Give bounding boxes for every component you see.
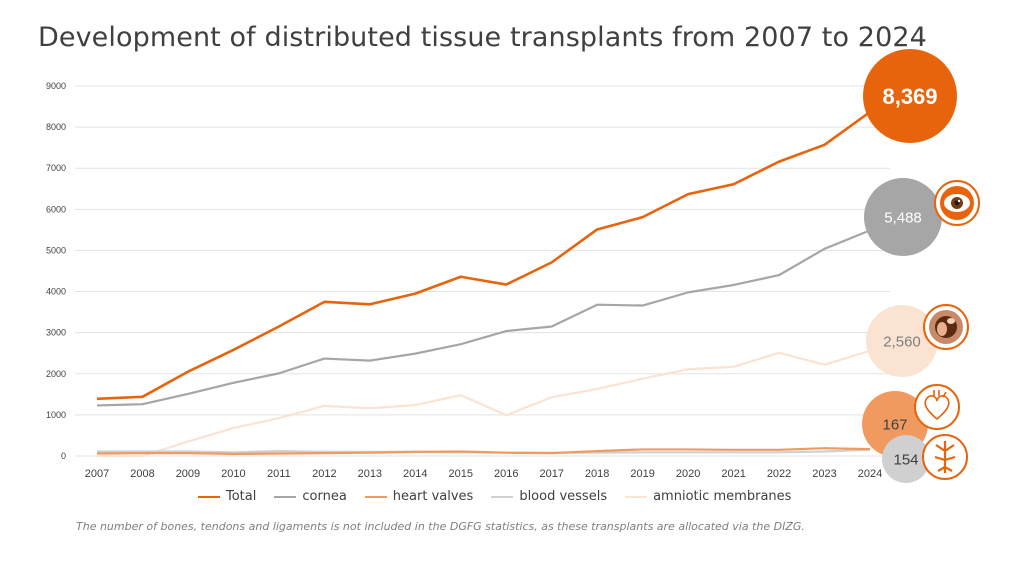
endpoint-bubble-blood-vessels bbox=[882, 435, 930, 483]
legend-swatch bbox=[274, 495, 297, 498]
legend-swatch bbox=[625, 495, 648, 498]
y-tick-label: 9000 bbox=[46, 81, 66, 91]
legend-label: amniotic membranes bbox=[653, 489, 792, 504]
endpoint-label-amniotic: 2,560 bbox=[883, 333, 921, 350]
x-tick-label: 2020 bbox=[676, 468, 700, 480]
y-tick-label: 4000 bbox=[46, 287, 66, 297]
legend-swatch bbox=[364, 495, 387, 498]
legend-item-blood-vessels: blood vessels bbox=[491, 489, 607, 504]
x-tick-label: 2013 bbox=[358, 468, 382, 480]
legend-item-total: Total bbox=[198, 489, 256, 504]
x-axis-ticks: 2007 2008 2009 2010 2011 2012 2013 2014 2015 2016… bbox=[85, 468, 882, 480]
legend-swatch bbox=[198, 495, 220, 498]
x-tick-label: 2022 bbox=[767, 468, 791, 480]
legend-item-heart-valves: heart valves bbox=[364, 489, 474, 504]
legend-label: Total bbox=[226, 489, 257, 504]
x-tick-label: 2023 bbox=[812, 468, 836, 480]
y-tick-label: 0 bbox=[61, 451, 66, 461]
x-tick-label: 2012 bbox=[312, 468, 336, 480]
x-tick-label: 2009 bbox=[176, 468, 200, 480]
x-tick-label: 2021 bbox=[721, 468, 745, 480]
y-tick-label: 1000 bbox=[46, 410, 66, 420]
y-tick-label: 6000 bbox=[46, 204, 66, 214]
x-tick-label: 2016 bbox=[494, 468, 518, 480]
heart-icon bbox=[914, 384, 960, 430]
legend-item-amniotic: amniotic membranes bbox=[625, 489, 791, 504]
series-line-total bbox=[96, 110, 871, 401]
y-tick-label: 5000 bbox=[46, 245, 66, 255]
x-tick-label: 2014 bbox=[403, 468, 427, 480]
endpoint-label-blood-vessels: 154 bbox=[893, 451, 918, 468]
endpoint-label-total: 8,369 bbox=[882, 84, 937, 109]
legend-label: heart valves bbox=[392, 489, 474, 504]
endpoint-label-heart-valves: 167 bbox=[882, 416, 907, 433]
y-axis-ticks: 0 1000 2000 3000 4000 5000 6000 7000 8000 9000 bbox=[46, 81, 66, 461]
legend-swatch bbox=[491, 495, 514, 498]
x-tick-label: 2017 bbox=[539, 468, 563, 480]
x-tick-label: 2024 bbox=[858, 468, 882, 480]
x-tick-label: 2011 bbox=[267, 468, 291, 480]
y-tick-label: 8000 bbox=[46, 122, 66, 132]
gridlines bbox=[75, 85, 890, 457]
x-tick-label: 2018 bbox=[585, 468, 609, 480]
legend-item-cornea: cornea bbox=[274, 489, 347, 504]
amniotic-membrane-icon bbox=[923, 304, 969, 350]
series-lines bbox=[96, 110, 871, 458]
series-line-cornea bbox=[96, 229, 871, 407]
footnote: The number of bones, tendons and ligamen… bbox=[76, 520, 805, 533]
x-tick-label: 2008 bbox=[130, 468, 154, 480]
endpoint-bubble-amniotic bbox=[866, 305, 938, 377]
y-tick-label: 7000 bbox=[46, 163, 66, 173]
legend: Total cornea heart valves blood vessels amni… bbox=[198, 489, 809, 504]
legend-label: blood vessels bbox=[519, 489, 608, 504]
x-tick-label: 2010 bbox=[221, 468, 245, 480]
x-tick-label: 2007 bbox=[85, 468, 109, 480]
series-icons bbox=[914, 180, 980, 480]
chart-title: Development of distributed tissue transp… bbox=[38, 22, 927, 53]
endpoint-label-cornea: 5,488 bbox=[884, 209, 922, 226]
y-tick-label: 2000 bbox=[46, 369, 66, 379]
y-tick-label: 3000 bbox=[46, 328, 66, 338]
endpoint-bubbles: 2,560 167 154 5,488 8,369 bbox=[862, 49, 957, 483]
endpoint-bubble-cornea bbox=[864, 178, 942, 256]
legend-label: cornea bbox=[302, 489, 347, 504]
endpoint-bubble-total bbox=[863, 49, 957, 143]
series-line-amniotic bbox=[97, 349, 871, 458]
cornea-eye-icon bbox=[934, 180, 980, 226]
blood-vessel-icon bbox=[922, 434, 968, 480]
x-tick-label: 2015 bbox=[449, 468, 473, 480]
x-tick-label: 2019 bbox=[630, 468, 654, 480]
series-line-heart-valves bbox=[96, 447, 871, 456]
